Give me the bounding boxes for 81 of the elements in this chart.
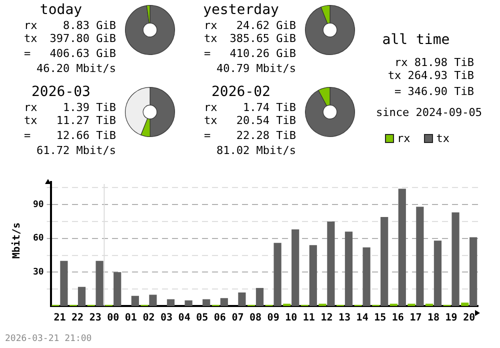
chart-title: 2026-03 <box>30 84 92 100</box>
bar <box>309 245 317 306</box>
bar <box>461 302 469 306</box>
text: = 410.26 GiB <box>204 47 296 60</box>
x-tick-label: 20 <box>463 312 476 324</box>
y-tick-label: 30 <box>32 268 44 278</box>
bar <box>434 240 442 306</box>
text: 2026-03-21 21:00 <box>5 334 92 344</box>
bar <box>78 286 86 306</box>
x-tick-label: 12 <box>320 312 333 324</box>
bar <box>380 216 388 306</box>
x-tick-label: 21 <box>54 312 66 324</box>
text: = 12.66 TiB <box>24 129 116 142</box>
text: all time <box>381 32 451 48</box>
bar <box>292 229 300 306</box>
x-tick-label: 03 <box>160 312 173 324</box>
bar <box>344 232 353 306</box>
x-tick-label: 11 <box>302 312 315 324</box>
bar <box>60 260 68 306</box>
text: rx 24.62 GiB <box>204 19 296 32</box>
x-tick-label: 01 <box>124 312 137 324</box>
x-tick-label: 08 <box>249 312 262 324</box>
bar <box>416 206 424 306</box>
text: = 406.63 GiB <box>24 47 116 60</box>
chart-title: yesterday <box>202 2 280 18</box>
text: 61.72 Mbit/s <box>36 144 116 157</box>
bar <box>114 272 122 306</box>
text: tx 397.80 GiB <box>24 32 116 45</box>
text: 40.79 Mbit/s <box>216 62 296 75</box>
y-tick-label: 90 <box>32 200 44 210</box>
bar <box>202 299 210 306</box>
bar <box>238 292 246 306</box>
bar <box>149 294 157 306</box>
chart-title: 2026-02 <box>210 84 272 100</box>
x-tick-label: 09 <box>267 312 280 324</box>
y-tick-label: 60 <box>32 234 44 244</box>
text: tx 264.93 TiB <box>386 69 474 82</box>
text: = 22.28 TiB <box>204 129 296 142</box>
bar <box>362 247 370 306</box>
x-tick-label: 07 <box>232 312 244 324</box>
bar <box>470 237 478 306</box>
bar <box>398 188 406 306</box>
x-tick-label: 10 <box>285 312 298 324</box>
x-tick-label: 22 <box>72 312 84 324</box>
bar <box>274 242 282 306</box>
y-axis-title: Mbit/s <box>12 221 22 261</box>
legend-label: tx <box>436 132 450 145</box>
text: rx 1.74 TiB <box>204 101 296 114</box>
x-tick-label: 05 <box>196 312 208 324</box>
x-tick-label: 00 <box>107 312 120 324</box>
text: = 346.90 TiB <box>394 85 474 98</box>
x-tick-label: 16 <box>392 312 404 324</box>
x-tick-label: 04 <box>178 312 190 324</box>
bar <box>452 212 460 306</box>
x-tick-label: 18 <box>427 312 440 324</box>
bar <box>96 260 104 306</box>
text: tx 20.54 TiB <box>204 114 296 127</box>
x-tick-label: 17 <box>410 312 422 324</box>
bar <box>184 300 192 306</box>
bar <box>220 298 228 306</box>
chart-title: today <box>38 2 84 18</box>
text: rx 1.39 TiB <box>24 101 116 114</box>
text: 81.02 Mbit/s <box>216 144 296 157</box>
text: rx 8.83 GiB <box>24 19 116 32</box>
bar <box>131 296 139 306</box>
x-tick-label: 02 <box>142 312 155 324</box>
legend-label: rx <box>397 132 410 145</box>
text: tx 385.65 GiB <box>204 32 296 45</box>
text: since 2024-09-05 <box>376 106 482 119</box>
x-tick-label: 06 <box>214 312 226 324</box>
bar <box>256 288 264 306</box>
text: 46.20 Mbit/s <box>36 62 116 75</box>
x-tick-label: 19 <box>445 312 458 324</box>
x-tick-label: 13 <box>338 312 351 324</box>
text: tx 11.27 TiB <box>24 114 116 127</box>
x-tick-label: 14 <box>356 312 368 324</box>
x-tick-label: 15 <box>374 312 386 324</box>
text: rx 81.98 TiB <box>394 56 474 69</box>
x-tick-label: 23 <box>89 312 102 324</box>
bar <box>166 299 175 306</box>
bar <box>327 221 335 306</box>
